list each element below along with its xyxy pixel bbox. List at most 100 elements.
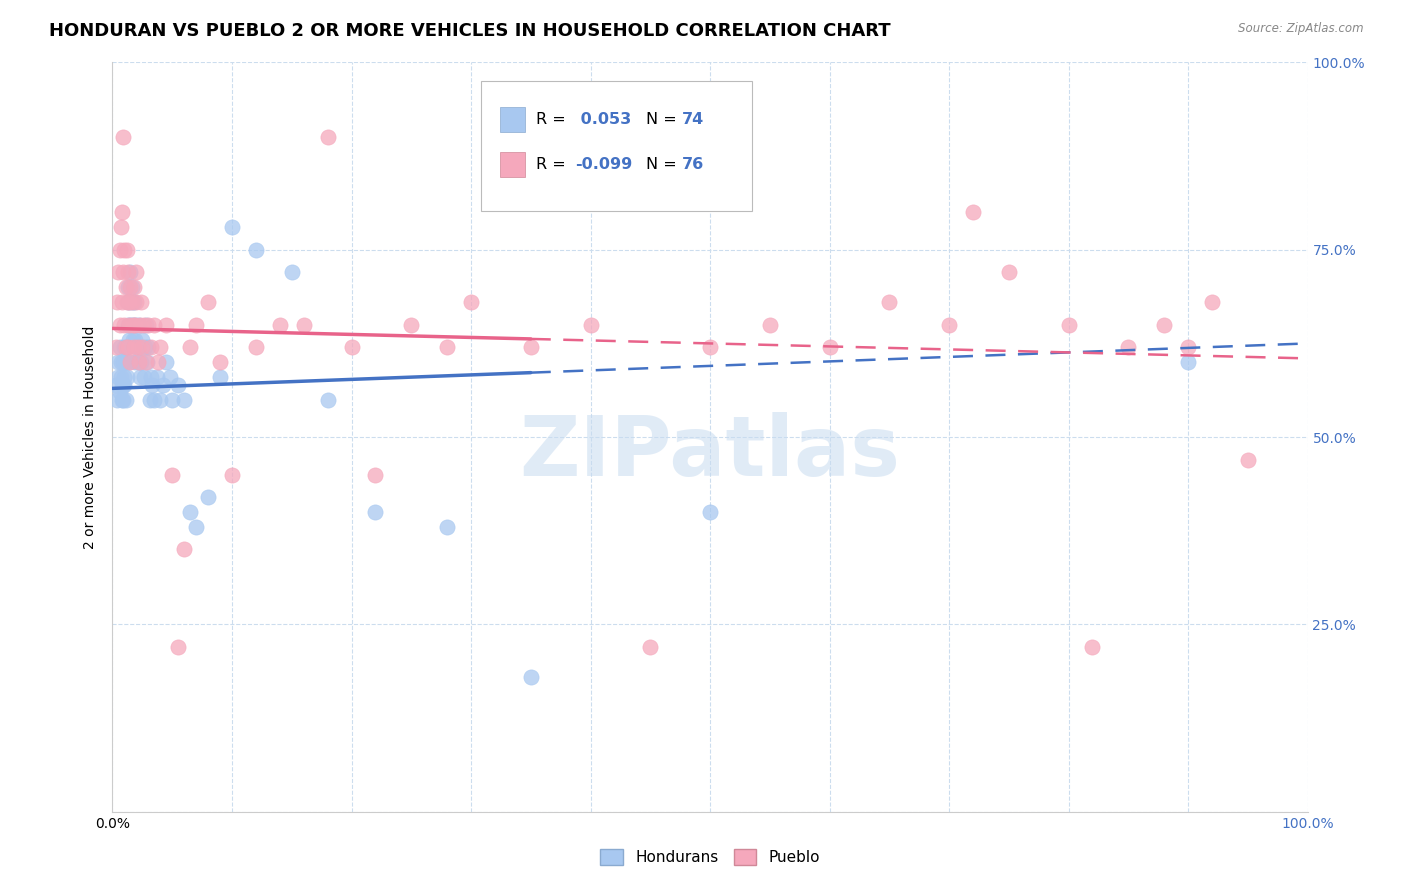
Point (114, 340, 136, 354)
Point (122, 295, 145, 310)
Point (146, 355, 169, 369)
Text: N =: N = (645, 157, 682, 172)
Point (197, 490, 219, 504)
Point (179, 505, 201, 519)
Point (112, 392, 135, 407)
Point (167, 640, 190, 654)
Point (124, 318, 146, 332)
Point (105, 295, 128, 310)
Point (111, 295, 134, 310)
Point (209, 370, 232, 384)
Point (139, 340, 162, 354)
Point (938, 318, 960, 332)
Point (118, 355, 141, 369)
Legend: Hondurans, Pueblo: Hondurans, Pueblo (593, 843, 827, 871)
Point (579, 318, 602, 332)
Point (179, 340, 201, 354)
Point (114, 377, 135, 392)
Point (114, 355, 136, 369)
Point (121, 280, 143, 294)
Point (107, 370, 129, 384)
Point (245, 243, 267, 257)
Point (125, 318, 148, 332)
Point (121, 295, 143, 310)
Point (1057, 318, 1080, 332)
Point (108, 243, 131, 257)
Point (129, 355, 152, 369)
Point (110, 370, 132, 384)
Point (162, 467, 183, 482)
Point (127, 340, 149, 354)
Point (245, 340, 267, 354)
Point (221, 220, 243, 235)
Point (149, 392, 172, 407)
Text: ZIPatlas: ZIPatlas (520, 411, 900, 492)
Text: -0.099: -0.099 (575, 157, 633, 172)
Point (436, 340, 458, 354)
Point (138, 340, 160, 354)
Point (316, 392, 339, 407)
Point (281, 265, 304, 279)
Point (118, 333, 141, 347)
Point (143, 318, 166, 332)
Point (167, 377, 190, 392)
Point (155, 318, 177, 332)
Point (998, 265, 1021, 279)
Point (108, 385, 131, 400)
Text: Source: ZipAtlas.com: Source: ZipAtlas.com (1239, 22, 1364, 36)
Point (292, 318, 315, 332)
Point (520, 670, 543, 684)
Point (135, 318, 157, 332)
Point (132, 370, 155, 384)
Point (699, 340, 721, 354)
Point (197, 295, 219, 310)
Point (117, 265, 139, 279)
Point (1118, 340, 1140, 354)
Point (520, 340, 543, 354)
Text: R =: R = (536, 112, 571, 127)
Point (1153, 318, 1175, 332)
Point (401, 318, 423, 332)
Point (121, 333, 143, 347)
Point (120, 265, 142, 279)
Point (131, 333, 153, 347)
Point (122, 280, 145, 294)
Point (129, 370, 152, 384)
Point (117, 318, 139, 332)
Point (114, 243, 135, 257)
Point (105, 377, 128, 392)
Point (129, 295, 152, 310)
Point (114, 318, 135, 332)
Point (316, 130, 339, 145)
Point (962, 205, 984, 219)
Point (121, 295, 143, 310)
Point (699, 505, 721, 519)
Point (128, 318, 150, 332)
Text: R =: R = (536, 157, 571, 172)
Point (125, 265, 148, 279)
Point (115, 243, 138, 257)
Point (124, 333, 146, 347)
Point (105, 392, 128, 407)
Point (138, 318, 160, 332)
Point (128, 355, 150, 369)
Point (759, 318, 782, 332)
Point (186, 318, 208, 332)
Point (121, 318, 143, 332)
Point (152, 377, 174, 392)
Point (118, 295, 141, 310)
Point (120, 280, 142, 294)
Text: HONDURAN VS PUEBLO 2 OR MORE VEHICLES IN HOUSEHOLD CORRELATION CHART: HONDURAN VS PUEBLO 2 OR MORE VEHICLES IN… (49, 22, 891, 40)
Point (107, 265, 129, 279)
Point (115, 370, 138, 384)
Text: 74: 74 (682, 112, 704, 127)
Point (818, 340, 841, 354)
Point (127, 355, 149, 369)
Point (120, 355, 142, 369)
Point (112, 355, 135, 369)
Point (162, 392, 183, 407)
Point (111, 377, 134, 392)
Point (112, 377, 135, 392)
Point (125, 295, 148, 310)
Point (110, 220, 132, 235)
